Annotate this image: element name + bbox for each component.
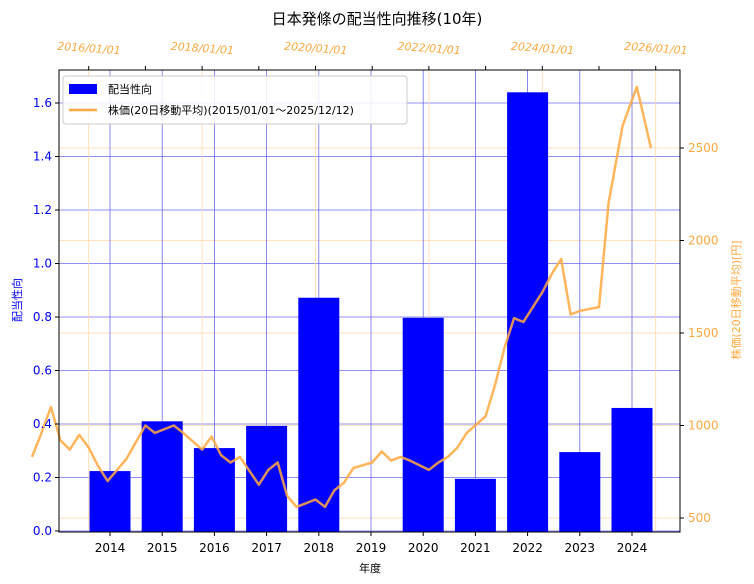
right-tick-label: 2000 xyxy=(688,234,719,248)
top-date-tick-label: 2018/01/01 xyxy=(170,40,234,57)
x-tick-label: 2018 xyxy=(304,541,335,555)
left-tick-label: 0.8 xyxy=(33,310,52,324)
left-tick-label: 1.4 xyxy=(33,150,52,164)
top-date-tick-label: 2026/01/01 xyxy=(624,40,688,57)
left-tick-label: 1.6 xyxy=(33,96,52,110)
x-tick-label: 2021 xyxy=(460,541,491,555)
left-tick-label: 0.2 xyxy=(33,471,52,485)
bar-2020 xyxy=(402,317,444,532)
bar-2022 xyxy=(507,92,549,533)
x-tick-label: 2023 xyxy=(565,541,596,555)
x-tick-label: 2019 xyxy=(356,541,387,555)
bottom-x-axis: 2014 2015 2016 2017 2018 2019 2020 2021 2022 2023… xyxy=(95,532,648,555)
top-date-tick-label: 2020/01/01 xyxy=(284,40,348,57)
x-tick-label: 2016 xyxy=(199,541,230,555)
x-tick-label: 2020 xyxy=(408,541,439,555)
line-series-stock-price xyxy=(30,85,653,509)
legend-label-line: 株価(20日移動平均)(2015/01/01〜2025/12/12) xyxy=(108,103,354,117)
x-tick-label: 2014 xyxy=(95,541,126,555)
bar-2024 xyxy=(611,407,653,532)
legend-label-bar: 配当性向 xyxy=(108,82,152,96)
left-y-axis: 0.0 0.2 0.4 0.6 0.8 1.0 1.2 1.4 1.6 xyxy=(33,96,59,538)
chart-title: 日本発條の配当性向推移(10年) xyxy=(272,10,483,28)
top-date-axis: 2016/01/01 2018/01/01 2020/01/01 2022/01/01… xyxy=(57,40,688,70)
legend: 配当性向 株価(20日移動平均)(2015/01/01〜2025/12/12) xyxy=(62,75,408,125)
left-tick-label: 0.0 xyxy=(33,524,52,538)
bar-2021 xyxy=(454,478,496,532)
right-y-axis: 500 1000 1500 2000 2500 xyxy=(680,141,719,525)
bar-series-payout-ratio xyxy=(89,92,653,533)
x-tick-label: 2024 xyxy=(617,541,648,555)
right-tick-label: 1500 xyxy=(688,326,719,340)
left-tick-label: 1.2 xyxy=(33,203,52,217)
right-tick-label: 500 xyxy=(688,511,711,525)
bar-2023 xyxy=(559,452,601,532)
top-date-tick-label: 2024/01/01 xyxy=(510,40,574,57)
x-tick-label: 2017 xyxy=(251,541,282,555)
top-date-tick-label: 2016/01/01 xyxy=(57,40,121,57)
right-tick-label: 1000 xyxy=(688,419,719,433)
plot-frame xyxy=(58,69,681,533)
right-tick-label: 2500 xyxy=(688,141,719,155)
top-date-tick-label: 2022/01/01 xyxy=(397,40,461,57)
left-tick-label: 0.4 xyxy=(33,417,52,431)
right-y-axis-label: 株価(20日移動平均)[円] xyxy=(729,240,743,359)
legend-box xyxy=(62,75,408,125)
x-tick-label: 2015 xyxy=(147,541,178,555)
left-y-axis-label: 配当性向 xyxy=(10,278,24,322)
left-tick-label: 0.6 xyxy=(33,364,52,378)
bar-2014 xyxy=(89,471,131,532)
bar-2018 xyxy=(298,297,340,532)
x-axis-label: 年度 xyxy=(359,561,381,575)
legend-swatch-bar xyxy=(69,84,97,94)
bar-2015 xyxy=(141,421,183,532)
bar-2017 xyxy=(246,425,288,532)
x-tick-label: 2022 xyxy=(512,541,543,555)
left-tick-label: 1.0 xyxy=(33,257,52,271)
